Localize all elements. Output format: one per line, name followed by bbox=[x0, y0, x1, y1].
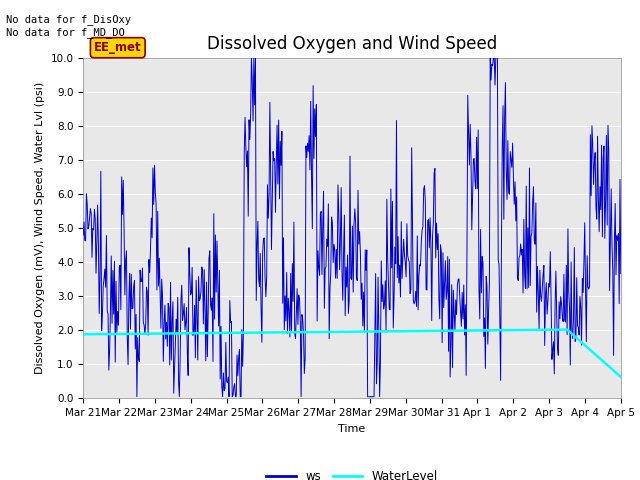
Text: No data for f_DisOxy
No data for f_MD_DO: No data for f_DisOxy No data for f_MD_DO bbox=[6, 14, 131, 38]
Text: EE_met: EE_met bbox=[94, 41, 141, 54]
Title: Dissolved Oxygen and Wind Speed: Dissolved Oxygen and Wind Speed bbox=[207, 35, 497, 53]
Legend: ws, WaterLevel: ws, WaterLevel bbox=[261, 466, 443, 480]
X-axis label: Time: Time bbox=[339, 424, 365, 433]
Y-axis label: Dissolved Oxygen (mV), Wind Speed, Water Lvl (psi): Dissolved Oxygen (mV), Wind Speed, Water… bbox=[35, 82, 45, 374]
